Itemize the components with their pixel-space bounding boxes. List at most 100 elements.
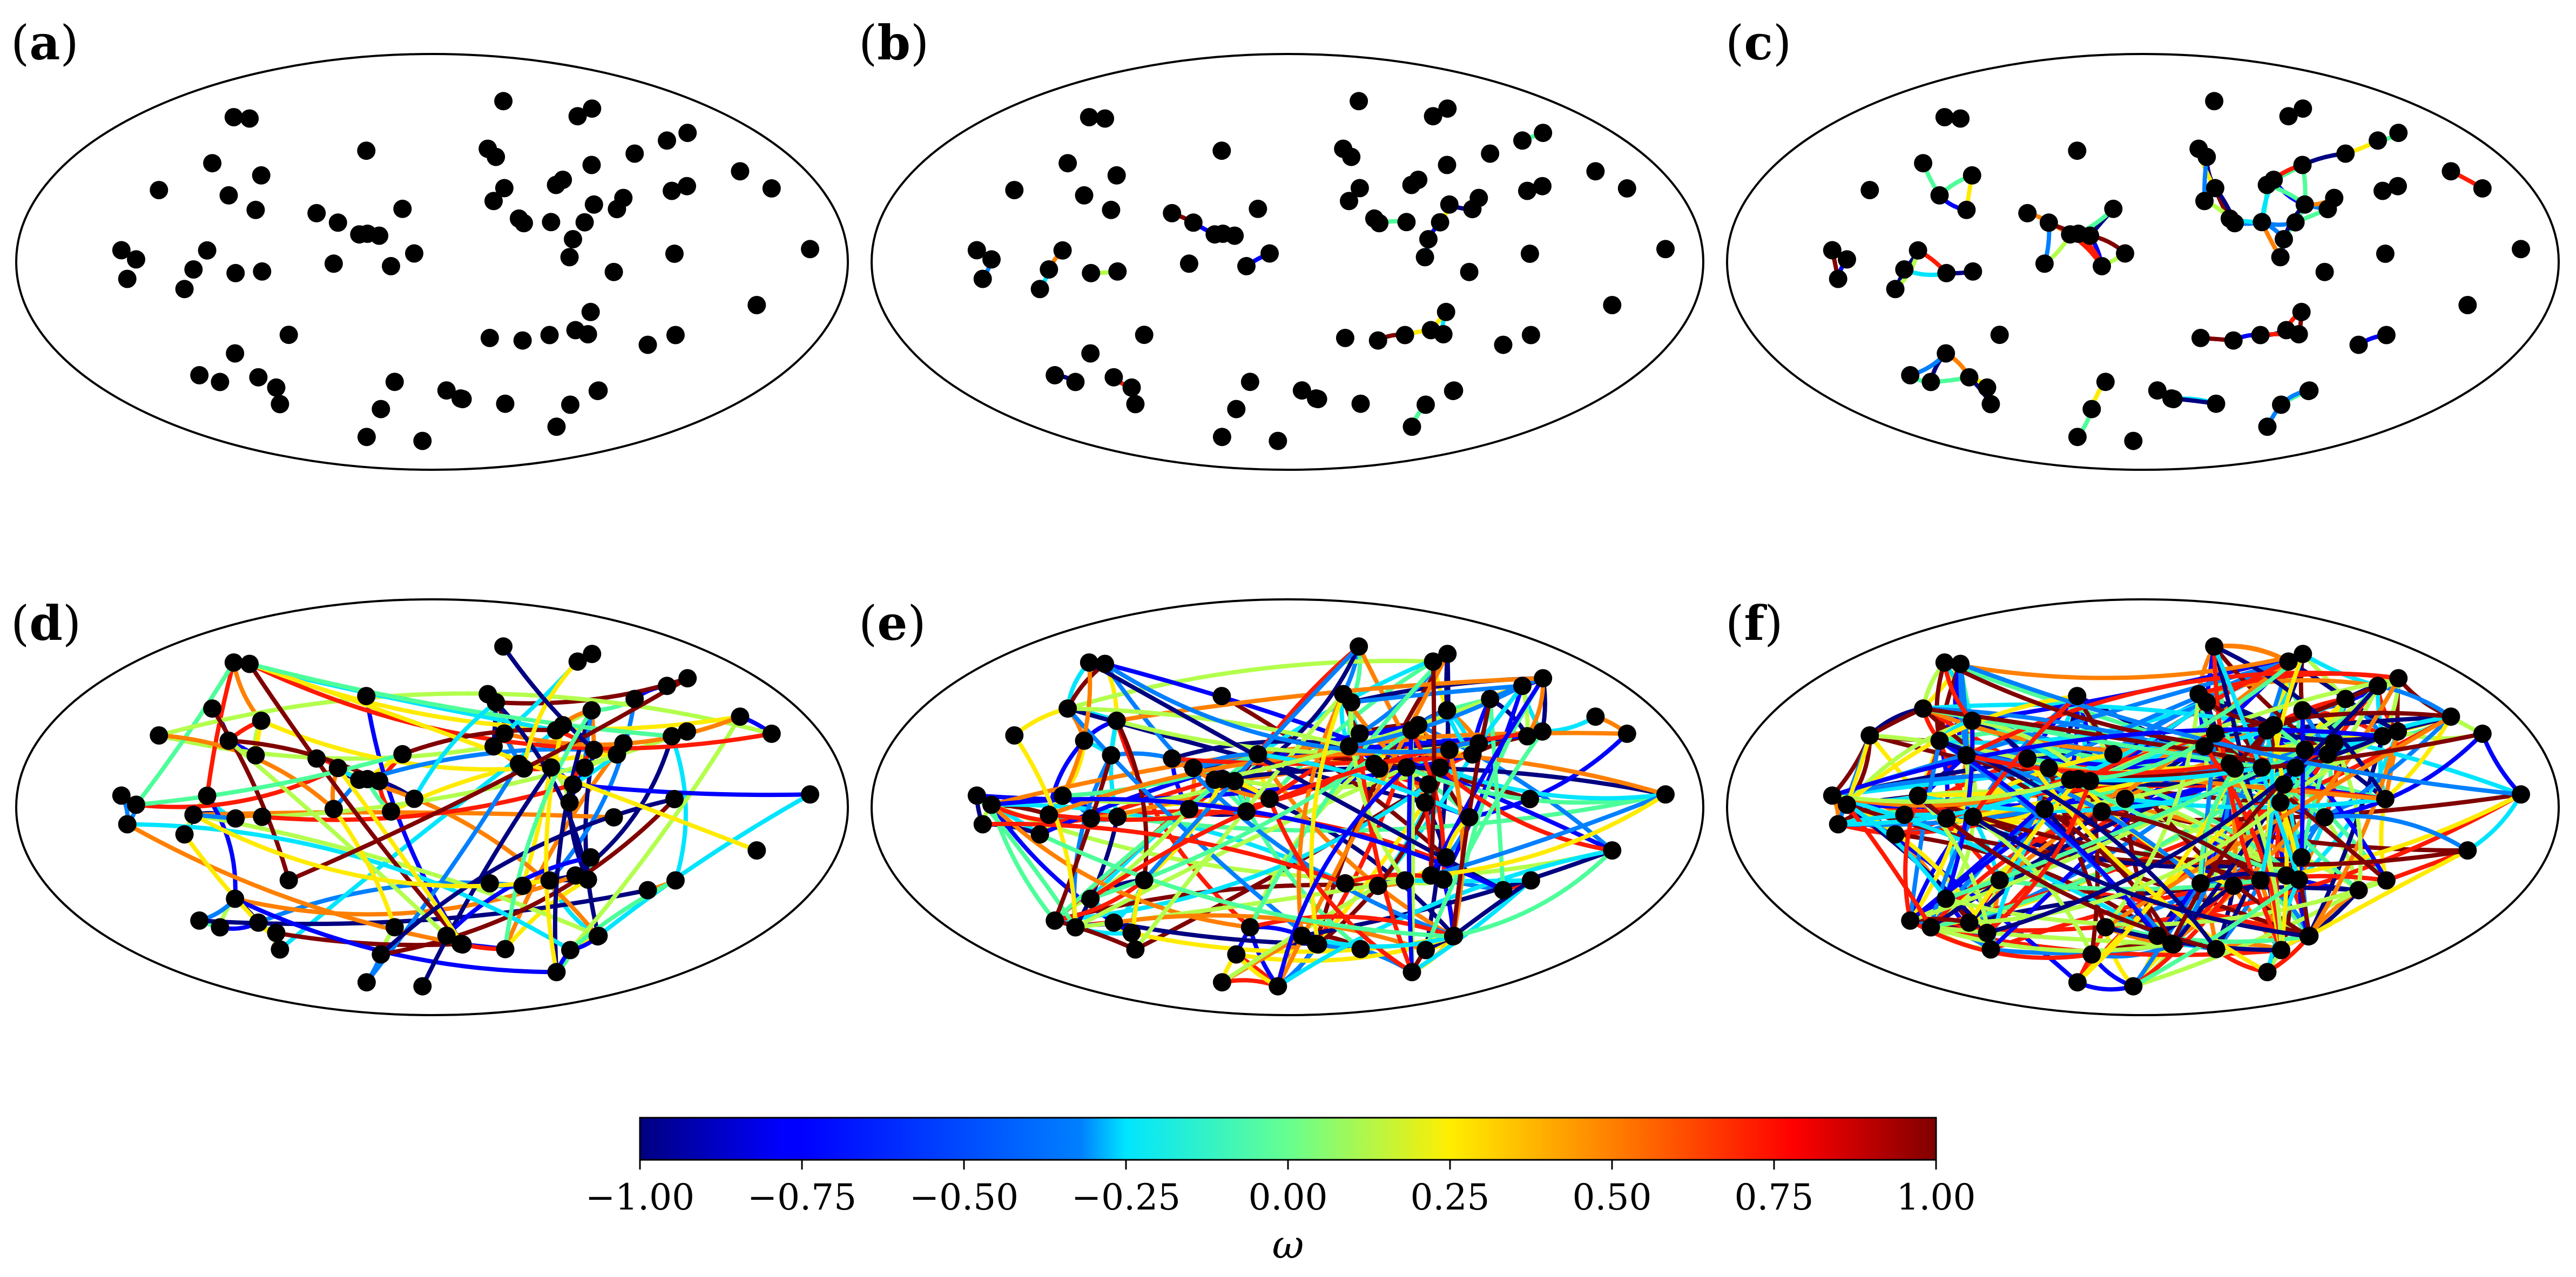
network-edge [503, 708, 594, 951]
network-edge [205, 793, 238, 901]
panel-c: (c) [1725, 15, 2560, 471]
projection-outline [15, 53, 849, 471]
network-node [1829, 815, 1847, 834]
network-edge [1410, 878, 1533, 975]
network-node [1082, 809, 1101, 828]
network-edge [2042, 807, 2176, 947]
network-node [1368, 331, 1387, 350]
network-node [1921, 918, 1940, 937]
network-node [1963, 166, 1981, 185]
network-node [405, 789, 423, 808]
network-node [1937, 809, 1956, 828]
network-node [1212, 973, 1231, 992]
network-node [372, 400, 390, 418]
network-edge [1256, 752, 1472, 820]
network-node [2275, 230, 2293, 248]
network-node [184, 806, 203, 824]
network-node [2458, 296, 2477, 314]
network-node [494, 637, 513, 656]
network-node [2376, 789, 2395, 808]
network-node [540, 326, 559, 344]
network-node [1040, 806, 1058, 824]
network-edge [2212, 644, 2283, 952]
network-edge [1133, 692, 1346, 952]
network-node [547, 963, 566, 982]
network-node [2206, 179, 2224, 198]
edge-layer [974, 644, 1668, 989]
network-node [1082, 263, 1101, 282]
network-edge [503, 877, 590, 951]
network-node [2061, 225, 2080, 244]
panel-label-a: (a) [11, 15, 79, 71]
network-node [608, 200, 626, 219]
network-node [1351, 940, 1370, 958]
network-node [2349, 881, 2368, 900]
network-node [1586, 162, 1605, 181]
network-node [625, 144, 644, 163]
network-node [1838, 795, 1856, 814]
network-node [2293, 701, 2312, 720]
edge-layer [119, 644, 812, 989]
network-node [801, 240, 819, 259]
network-node [1603, 296, 1622, 314]
network-node [249, 913, 268, 932]
network-node [2116, 244, 2134, 263]
network-node [413, 977, 432, 996]
network-node [1656, 785, 1675, 804]
projection-outline [871, 598, 1704, 1016]
network-node [253, 807, 272, 826]
network-node [1886, 280, 1905, 299]
network-node [1438, 156, 1456, 174]
node-layer [112, 637, 819, 996]
network-node [1334, 139, 1353, 158]
network-node [211, 918, 230, 937]
network-node [253, 262, 272, 281]
network-node [357, 141, 376, 160]
network-node [2292, 302, 2311, 321]
network-node [1350, 92, 1368, 111]
network-node [2148, 381, 2167, 400]
colorbar-tick-label: 0.50 [1573, 1177, 1652, 1218]
network-node [2195, 192, 2214, 211]
network-node [1434, 325, 1453, 343]
network-node [2148, 927, 2167, 945]
network-node [2164, 390, 2183, 409]
network-node [2286, 213, 2305, 232]
network-node [405, 244, 423, 263]
network-node [1370, 759, 1388, 778]
network-edge [2100, 809, 2263, 883]
network-node [663, 727, 681, 746]
network-node [2164, 935, 2183, 954]
network-edge [157, 691, 774, 738]
network-node [357, 687, 376, 706]
network-node [2458, 841, 2477, 860]
network-node [762, 724, 781, 743]
network-node [658, 677, 676, 695]
network-node [1080, 653, 1098, 672]
network-node [382, 256, 400, 275]
network-edge [989, 802, 1057, 923]
network-node [1269, 977, 1287, 996]
network-node [982, 795, 1001, 814]
network-node [2124, 977, 2143, 996]
network-node [226, 263, 245, 282]
network-node [801, 785, 819, 804]
network-node [589, 381, 608, 400]
network-node [1350, 724, 1369, 743]
network-node [1030, 280, 1049, 299]
network-node [1838, 250, 1856, 269]
network-node [731, 162, 750, 181]
network-node [184, 260, 203, 279]
network-node [1440, 740, 1459, 759]
network-node [1240, 918, 1259, 937]
network-node [540, 871, 559, 890]
network-node [973, 269, 992, 288]
network-node [2512, 240, 2530, 259]
network-node [1823, 241, 1842, 260]
network-edge [1928, 925, 2174, 946]
network-node [1930, 186, 1949, 205]
network-node [324, 254, 343, 273]
network-node [2300, 381, 2319, 400]
network-node [328, 213, 347, 232]
network-node [1395, 871, 1414, 890]
